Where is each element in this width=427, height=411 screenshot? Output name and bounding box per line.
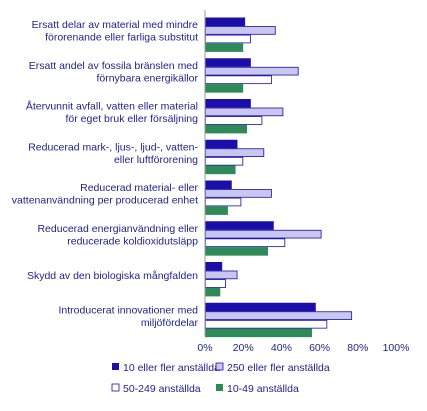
bar-4-3	[205, 124, 248, 134]
x-tick-label: 0%	[197, 342, 212, 354]
x-tick-label: 60%	[309, 342, 330, 354]
x-tick-label: 80%	[347, 342, 368, 354]
bar-4-8	[205, 328, 312, 338]
bar-2-8	[204, 311, 353, 320]
category-label: Reducerad energianvändning eller reducera…	[37, 223, 198, 248]
bar-3-1	[204, 34, 251, 44]
legend-label: 10 eller fler anställda	[123, 362, 220, 374]
x-axis: 0% 20% 40% 60% 80% 100%	[197, 10, 409, 354]
bar-1-3	[205, 99, 251, 108]
bar-1-2	[205, 58, 251, 67]
bar-4-4	[205, 165, 236, 175]
bar-4-5	[205, 206, 228, 215]
legend-label: 250 eller fler anställda	[227, 362, 330, 374]
bars	[204, 17, 353, 338]
category-label: Introducerat innovationer med miljöfördel…	[59, 304, 199, 329]
category-label: Återvunnit avfall, vatten eller material…	[26, 100, 198, 126]
legend-swatch	[216, 384, 223, 391]
bar-4-6	[205, 247, 269, 256]
bar-2-4	[204, 148, 265, 157]
legend-label: 10-49 anställda	[227, 383, 299, 395]
bar-2-3	[204, 107, 284, 117]
bar-4-2	[205, 84, 244, 93]
legend-swatch	[111, 383, 120, 392]
legend: 10 eller fler anställda 250 eller fler an…	[111, 362, 330, 395]
bar-1-6	[205, 221, 274, 230]
bar-1-1	[205, 17, 246, 27]
bar-3-3	[204, 116, 263, 125]
bar-3-8	[204, 319, 328, 329]
category-label: Skydd av den biologiska mångfalden	[27, 270, 198, 282]
bar-2-6	[204, 229, 322, 239]
legend-swatch	[215, 362, 224, 371]
legend-swatch	[112, 363, 119, 370]
bar-2-2	[204, 66, 299, 76]
category-label: Reducerad material- eller vattenanvändnin…	[12, 182, 199, 207]
bar-2-1	[204, 26, 276, 35]
bar-4-7	[205, 287, 221, 297]
bar-4-1	[205, 43, 244, 52]
category-label: Ersatt delar av material med mindre föror…	[32, 19, 198, 44]
x-tick-label: 40%	[271, 342, 292, 354]
category-label: Ersatt andel av fossila bränslen med förn…	[29, 60, 199, 85]
bar-2-7	[204, 270, 238, 280]
bar-3-4	[204, 156, 244, 166]
category-labels: Ersatt delar av material med mindre föror…	[12, 19, 199, 329]
bar-1-7	[205, 262, 223, 271]
bar-1-5	[205, 180, 232, 190]
bar-1-8	[205, 302, 316, 312]
category-label: Reducerad mark-, ljus-, ljud-, vatten-el…	[28, 141, 198, 166]
x-tick-label: 100%	[383, 342, 410, 354]
x-tick-label: 20%	[233, 342, 254, 354]
bar-3-7	[204, 279, 227, 288]
bar-3-5	[204, 197, 242, 207]
bar-3-2	[204, 75, 272, 85]
legend-label: 50-249 anställda	[123, 383, 201, 395]
bar-2-5	[204, 189, 272, 198]
bar-3-6	[204, 238, 286, 248]
bar-1-4	[205, 139, 238, 149]
